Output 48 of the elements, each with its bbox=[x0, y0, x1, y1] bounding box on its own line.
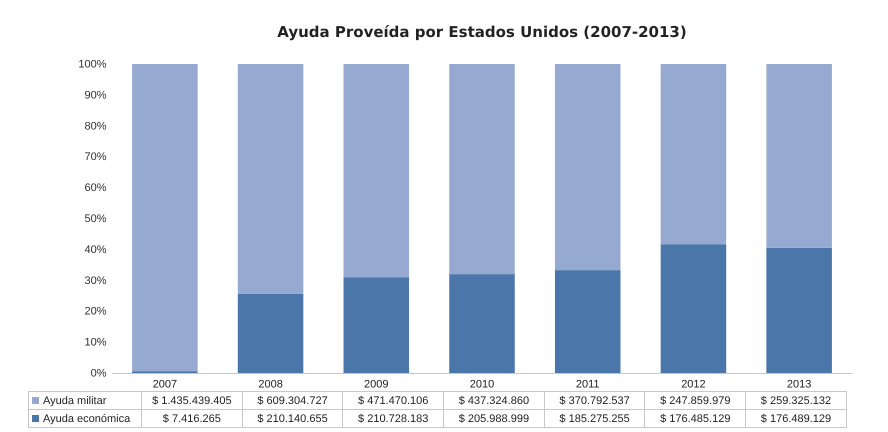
chart-title: Ayuda Proveída por Estados Unidos (2007-2013) bbox=[277, 23, 687, 41]
legend-label: Ayuda militar bbox=[28, 392, 142, 410]
y-tick-label: 100% bbox=[78, 58, 107, 70]
text: $ 370.792.537 bbox=[544, 392, 645, 410]
y-tick-label: 80% bbox=[84, 120, 107, 132]
text: $ 7.416.265 bbox=[142, 410, 242, 428]
text: $ 609.304.727 bbox=[242, 392, 343, 410]
text: $ 176.489.129 bbox=[746, 410, 846, 428]
text: $ 176.485.129 bbox=[644, 410, 746, 428]
text: $ 210.728.183 bbox=[342, 410, 444, 428]
text: $ 1.435.439.405 bbox=[142, 392, 242, 410]
bar bbox=[344, 64, 410, 278]
bar bbox=[660, 64, 726, 244]
x-tick-label: 2011 bbox=[576, 378, 600, 390]
bar bbox=[660, 244, 726, 373]
bar bbox=[449, 64, 515, 274]
text: $ 437.324.860 bbox=[444, 392, 544, 410]
bar bbox=[766, 64, 832, 248]
text: $ 247.859.979 bbox=[644, 392, 746, 410]
x-tick-label: 2008 bbox=[258, 378, 283, 390]
text: $ 471.470.106 bbox=[342, 392, 444, 410]
y-tick-label: 40% bbox=[84, 244, 107, 256]
y-tick-label: 30% bbox=[84, 274, 107, 287]
bar bbox=[766, 248, 832, 373]
bar bbox=[449, 274, 515, 373]
y-tick-label: 90% bbox=[84, 89, 107, 102]
legend-label: Ayuda económica bbox=[28, 410, 142, 428]
bar bbox=[344, 278, 410, 373]
x-tick-label: 2010 bbox=[470, 378, 494, 390]
x-tick-label: 2013 bbox=[786, 378, 812, 390]
bar bbox=[554, 270, 620, 373]
text: $ 210.140.655 bbox=[242, 410, 343, 428]
y-tick-label: 60% bbox=[84, 182, 107, 194]
y-tick-label: 50% bbox=[84, 213, 107, 225]
text: $ 259.325.132 bbox=[746, 392, 846, 410]
bar bbox=[238, 294, 304, 373]
x-tick-label: 2012 bbox=[681, 378, 706, 390]
text: $ 205.988.999 bbox=[444, 410, 544, 428]
x-tick-label: 2009 bbox=[364, 378, 389, 390]
y-tick-label: 70% bbox=[84, 151, 107, 164]
bar bbox=[238, 64, 304, 294]
x-tick-label: 2007 bbox=[152, 378, 178, 390]
y-tick-label: 0% bbox=[90, 368, 107, 380]
y-tick-label: 20% bbox=[84, 306, 107, 318]
y-tick-label: 10% bbox=[84, 336, 107, 349]
bar bbox=[554, 64, 620, 270]
text: $ 185.275.255 bbox=[544, 410, 645, 428]
bar bbox=[132, 64, 198, 372]
